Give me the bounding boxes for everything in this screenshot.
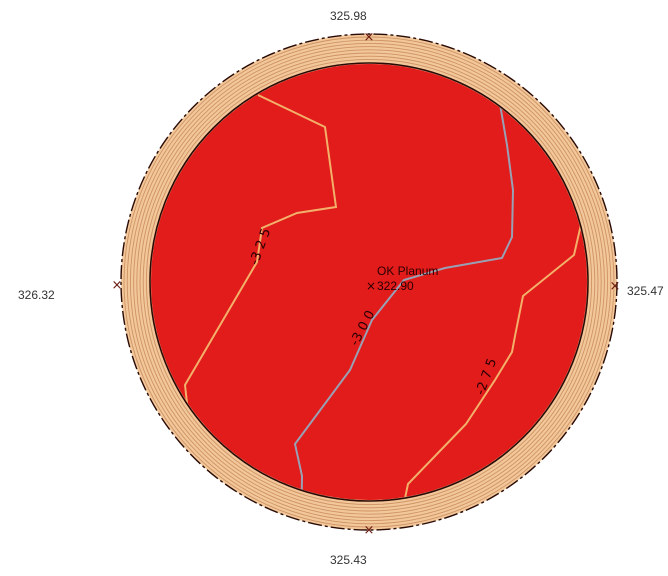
center-cross-icon: × <box>366 279 376 293</box>
elevation-bottom: 325.43 <box>330 553 367 567</box>
rim-ring <box>145 58 593 506</box>
cross-marker-icon: × <box>364 30 375 45</box>
elevation-right: 325.47 <box>627 284 664 298</box>
elevation-left: 326.32 <box>18 288 55 302</box>
contour-line-300 <box>293 103 515 500</box>
rim-ring <box>142 55 596 509</box>
rim-ring <box>136 49 602 515</box>
rim-ring <box>139 52 599 512</box>
rim-ring <box>126 39 612 525</box>
cross-marker-icon: × <box>112 278 123 293</box>
rim-ring <box>123 36 615 528</box>
elevation-top: 325.98 <box>330 9 367 23</box>
cross-marker-icon: × <box>364 523 375 538</box>
surface-fill <box>151 64 587 500</box>
cross-marker-icon: × <box>610 279 621 294</box>
center-title: OK Planum <box>377 264 438 278</box>
contour-line-325 <box>183 94 338 413</box>
rim-ring <box>133 46 605 518</box>
contour-line-275 <box>403 219 583 500</box>
surface-outline <box>149 62 589 502</box>
rim-ring <box>129 42 609 522</box>
center-value: 322.90 <box>377 279 414 293</box>
